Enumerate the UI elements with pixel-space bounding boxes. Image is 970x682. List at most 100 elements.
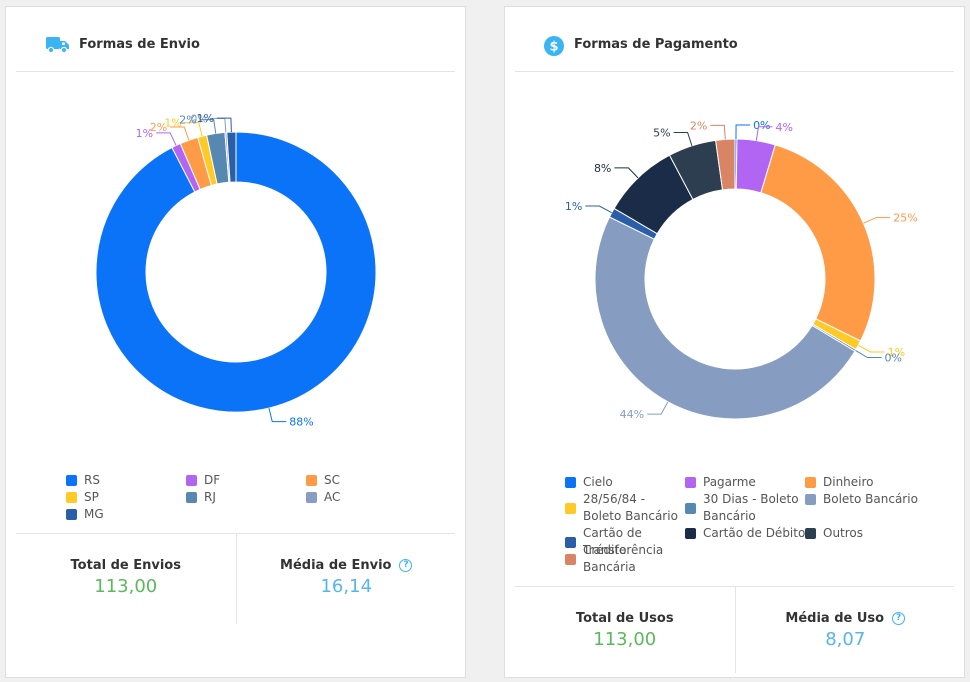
payment-average-label: Média de Uso: [785, 611, 885, 626]
leader-line: [855, 349, 882, 359]
legend-label: RJ: [204, 490, 216, 504]
legend-label: DF: [204, 473, 221, 487]
payment-total-label: Total de Usos: [575, 611, 674, 626]
legend-label: Cartão de Crédito: [583, 526, 642, 557]
shipping-total-stat: Total de Envios 113,00: [16, 534, 236, 624]
payment-average-stat: Média de Uso? 8,07: [734, 587, 956, 673]
leader-line: [647, 401, 669, 415]
leader-line: [735, 124, 751, 140]
payment-total-value: 113,00: [593, 629, 657, 650]
shipping-average-label: Média de Envio: [280, 558, 392, 573]
legend-label: Pagarme: [703, 475, 756, 489]
data-label: 2%: [690, 119, 707, 132]
slice-rs[interactable]: [95, 131, 377, 413]
data-label: 2%: [179, 114, 196, 127]
payment-title: Formas de Pagamento: [574, 37, 738, 52]
legend-label: Cartão de Débito: [703, 526, 806, 540]
legend-label: AC: [324, 490, 341, 504]
legend-swatch: [565, 477, 576, 488]
data-label: 1%: [196, 112, 213, 125]
shipping-average-label-row: Média de Envio?: [237, 558, 457, 573]
data-label: 88%: [289, 416, 313, 429]
legend-swatch: [685, 477, 696, 488]
data-label: 1%: [888, 346, 905, 359]
payment-average-value: 8,07: [825, 629, 866, 650]
legend-label: Outros: [823, 526, 864, 540]
legend-swatch: [805, 477, 816, 488]
data-label: 5%: [653, 126, 670, 139]
data-label: 0%: [884, 352, 901, 365]
shipping-stats: Total de Envios 113,00 Média de Envio? 1…: [16, 533, 455, 624]
leader-line: [170, 126, 190, 141]
header-divider: [16, 71, 455, 72]
legend-label: MG: [84, 507, 104, 521]
legend-swatch: [685, 503, 696, 514]
data-label: 25%: [893, 212, 917, 225]
legend-label: Dinheiro: [823, 475, 874, 489]
data-label: 1%: [164, 117, 181, 130]
question-circle-icon[interactable]: ?: [892, 612, 906, 625]
leader-line: [863, 217, 891, 224]
leader-line: [755, 126, 773, 141]
data-label: 0%: [753, 119, 770, 132]
slice-transfer-ncia-banc-ria[interactable]: [715, 138, 736, 191]
shipping-card-header: Formas de Envio: [6, 7, 465, 72]
leader-line: [268, 407, 287, 423]
data-label: 1%: [565, 200, 582, 213]
legend-swatch: [186, 475, 197, 486]
leader-line: [184, 122, 203, 137]
leader-line: [673, 131, 693, 146]
legend-label: SC: [324, 473, 340, 487]
legend-swatch: [565, 537, 576, 548]
payment-average-label-row: Média de Uso?: [736, 611, 956, 626]
legend-label: Cielo: [583, 475, 613, 489]
legend-swatch: [805, 528, 816, 539]
legend-label: 28/56/84 - Boleto Bancário: [583, 492, 678, 523]
leader-line: [156, 132, 177, 146]
legend-swatch: [306, 475, 317, 486]
data-label: 2%: [150, 121, 167, 134]
dollar-circle-icon: $: [544, 36, 564, 60]
legend-label: 30 Dias - Boleto Bancário: [703, 492, 799, 523]
data-label: 1%: [136, 127, 153, 140]
shipping-card: Formas de Envio 88% 1% 2% 1% 2% 0% 1% RS DF SC SP…: [5, 6, 466, 678]
shipping-title: Formas de Envio: [79, 37, 200, 52]
legend-swatch: [66, 475, 77, 486]
shipping-average-stat: Média de Envio? 16,14: [235, 534, 457, 624]
legend-label: Boleto Bancário: [823, 492, 918, 506]
legend-swatch: [685, 528, 696, 539]
truck-icon: [46, 35, 70, 59]
payment-total-stat: Total de Usos 113,00: [515, 587, 735, 673]
legend-swatch: [565, 503, 576, 514]
shipping-total-label: Total de Envios: [70, 558, 181, 573]
slice-dinheiro[interactable]: [760, 144, 876, 342]
slice-boleto-banc-rio[interactable]: [594, 216, 856, 420]
payment-card-header: $ Formas de Pagamento: [505, 7, 964, 72]
payment-card: $ Formas de Pagamento 0% 4% 25% 1% 0% 44% 1% 8%…: [504, 6, 965, 678]
legend-label: SP: [84, 490, 99, 504]
shipping-total-value: 113,00: [94, 576, 158, 597]
legend-label: Transferência Bancária: [583, 543, 664, 574]
slice-mg[interactable]: [226, 131, 237, 183]
leader-line: [858, 344, 885, 353]
header-divider: [515, 71, 954, 72]
leader-line: [710, 124, 726, 140]
data-label: 44%: [620, 408, 644, 421]
legend-swatch: [66, 492, 77, 503]
payment-stats: Total de Usos 113,00 Média de Uso? 8,07: [515, 586, 954, 673]
leader-line: [614, 167, 639, 179]
legend-swatch: [186, 492, 197, 503]
legend-label: RS: [84, 473, 100, 487]
legend-swatch: [805, 494, 816, 505]
question-circle-icon[interactable]: ?: [399, 559, 413, 572]
shipping-average-value: 16,14: [320, 576, 373, 597]
shipping-donut-chart: 88%1%2%1%2%0%1%: [95, 112, 377, 429]
svg-text:$: $: [549, 40, 558, 55]
leader-line: [199, 119, 217, 134]
payment-donut-chart: 0% 4%25%1%0%44%1%8%5%2%: [565, 119, 918, 421]
legend-swatch: [565, 554, 576, 565]
legend-swatch: [66, 509, 77, 520]
leader-line: [585, 205, 612, 214]
legend-swatch: [306, 492, 317, 503]
data-label: 0%: [190, 112, 207, 125]
